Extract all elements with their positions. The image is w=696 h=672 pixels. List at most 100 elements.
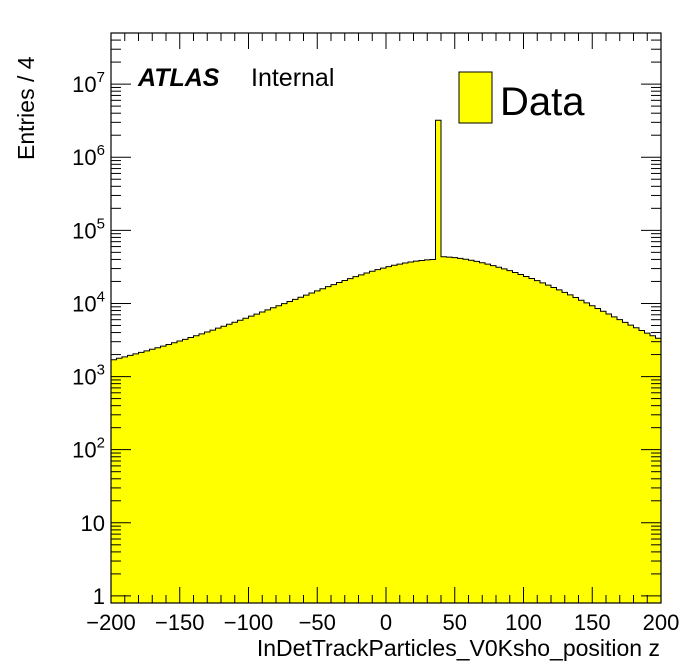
histogram-bin	[259, 311, 266, 603]
histogram-bin	[452, 257, 458, 603]
histogram-bin	[353, 276, 359, 603]
histogram-bin	[276, 305, 282, 603]
histogram-bars	[111, 119, 662, 603]
histogram-bin	[320, 288, 326, 603]
y-tick-labels: 1 10 102 103 104 105 106 107	[72, 69, 105, 609]
histogram-bin	[281, 303, 288, 603]
x-tick-label: 200	[643, 610, 680, 635]
histogram-bin	[133, 353, 139, 603]
histogram-bin	[292, 299, 299, 603]
histogram-bin	[562, 292, 568, 603]
histogram-bin	[430, 259, 436, 603]
legend-swatch	[458, 71, 493, 124]
histogram-bin	[243, 318, 249, 603]
histogram-bin	[523, 276, 530, 603]
y-tick-label: 10	[81, 511, 105, 536]
histogram-bin	[116, 358, 123, 603]
histogram-bin	[419, 260, 425, 603]
histogram-bin	[391, 265, 398, 603]
histogram-bin	[540, 282, 546, 603]
histogram-bin	[380, 268, 387, 603]
histogram-bin	[413, 261, 420, 603]
x-tick-label: 0	[380, 610, 392, 635]
histogram-bin	[446, 257, 453, 603]
histogram-bin	[441, 256, 447, 603]
histogram-bin	[567, 294, 574, 603]
histogram-bin	[435, 120, 442, 603]
y-tick-label: 1	[93, 584, 105, 609]
y-axis-title: Entries / 4	[13, 56, 39, 160]
y-tick-label: 107	[72, 69, 105, 97]
histogram-bin	[309, 292, 315, 603]
histogram-bin	[468, 260, 475, 603]
histogram-bin	[545, 285, 552, 603]
histogram-bin	[474, 261, 480, 603]
histogram-bin	[226, 324, 233, 603]
histogram-bin	[204, 331, 211, 603]
histogram-bin	[490, 265, 497, 603]
histogram-bin	[248, 316, 255, 603]
histogram-bin	[595, 308, 601, 603]
histogram-bin	[265, 309, 271, 603]
histogram-bin	[144, 350, 150, 603]
y-tick-label: 102	[72, 435, 105, 463]
histogram-bin	[215, 328, 222, 603]
x-tick-labels: −200 −150 −100 −50 0 50 100 150 200	[86, 610, 679, 635]
histogram-bin	[347, 278, 354, 603]
histogram-bin	[644, 333, 651, 603]
histogram-bin	[171, 342, 178, 603]
histogram-bin	[375, 269, 381, 603]
histogram-bin	[496, 267, 502, 603]
internal-label: Internal	[251, 64, 334, 92]
x-tick-label: 150	[574, 610, 611, 635]
x-tick-label: 50	[443, 610, 467, 635]
histogram-bin	[287, 301, 293, 603]
histogram-bin	[254, 314, 260, 603]
histogram-bin	[369, 271, 376, 603]
histogram-bin	[512, 272, 519, 603]
histogram-bin	[628, 325, 634, 603]
histogram-bin	[501, 268, 508, 603]
histogram-bin	[155, 347, 161, 603]
histogram-bin	[149, 349, 156, 603]
atlas-label: ATLAS	[137, 64, 220, 92]
histogram-bin	[325, 286, 332, 603]
histogram-bin	[237, 320, 244, 603]
histogram-bin	[210, 330, 216, 603]
x-tick-label: −200	[86, 610, 136, 635]
histogram-bin	[650, 335, 656, 603]
histogram-bin	[639, 330, 645, 603]
y-tick-label: 106	[72, 142, 105, 170]
histogram-bin	[551, 287, 557, 603]
histogram-bin	[270, 307, 277, 603]
histogram-bin	[298, 297, 304, 603]
histogram-bin	[182, 339, 189, 603]
histogram-outline	[111, 119, 661, 361]
histogram-bin	[507, 270, 513, 603]
x-axis-title: InDetTrackParticles_V0Ksho_position z	[257, 635, 660, 661]
axis-ticks	[110, 32, 662, 603]
histogram-bin	[584, 302, 590, 603]
histogram-bin	[160, 346, 167, 603]
histogram-bin	[188, 337, 194, 603]
histogram-bin	[578, 300, 585, 603]
histogram-bin	[529, 278, 535, 603]
histogram-bin	[617, 319, 623, 603]
histogram-bin	[408, 262, 414, 603]
histogram-bin	[336, 282, 343, 603]
histogram-bin	[127, 355, 134, 603]
histogram-bin	[573, 297, 579, 603]
histogram-bin	[364, 273, 370, 603]
histogram-bin	[463, 259, 469, 603]
histogram-bin	[342, 280, 348, 603]
histogram-bin	[611, 316, 618, 603]
y-tick-label: 105	[72, 215, 105, 243]
histogram-bin	[485, 264, 491, 603]
histogram-bin	[655, 338, 662, 603]
histogram-bin	[600, 311, 607, 603]
histogram-bin	[589, 305, 596, 603]
histogram-bin	[111, 359, 117, 603]
histogram-bin	[193, 335, 200, 603]
histogram-bin	[314, 290, 321, 603]
